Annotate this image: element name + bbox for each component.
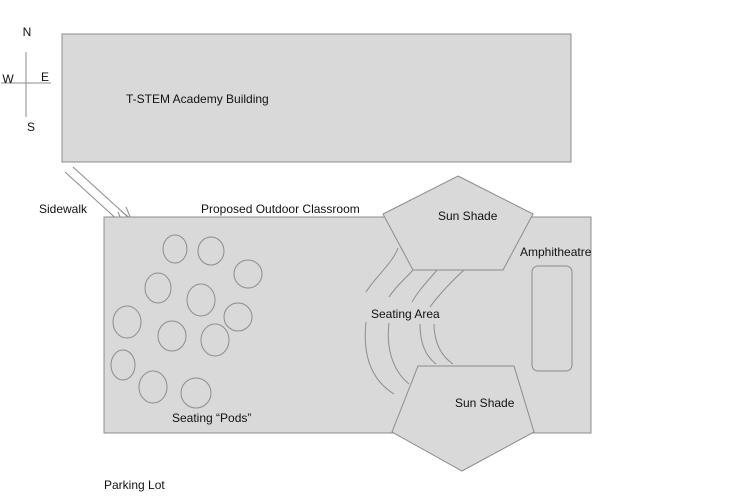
outdoor-classroom-label: Proposed Outdoor Classroom xyxy=(201,202,360,216)
sidewalk-line-b xyxy=(72,166,130,219)
seating-pod xyxy=(144,272,172,304)
seating-pod xyxy=(110,349,136,381)
seating-arc xyxy=(429,268,466,308)
seating-pod xyxy=(200,323,230,357)
seating-area-label: Seating Area xyxy=(371,307,440,321)
seating-pods-label: Seating “Pods” xyxy=(172,411,251,425)
building-label: T-STEM Academy Building xyxy=(126,92,269,106)
amphitheatre-stage xyxy=(531,265,573,372)
amphitheatre-label: Amphitheatre xyxy=(520,245,592,259)
seating-arc xyxy=(388,268,415,298)
sidewalk-label: Sidewalk xyxy=(39,202,88,216)
seating-pod xyxy=(157,320,187,352)
compass: N S W E xyxy=(1,25,51,134)
sun-shade-top-label: Sun Shade xyxy=(438,209,498,223)
seating-arc xyxy=(419,323,437,365)
seating-pod xyxy=(162,234,188,264)
compass-east-label: E xyxy=(41,70,49,84)
seating-pod xyxy=(197,236,225,266)
sun-shade-bottom-label: Sun Shade xyxy=(455,396,515,410)
sun-shade-top xyxy=(382,175,534,271)
seating-arc xyxy=(433,323,454,365)
compass-south-label: S xyxy=(27,120,35,134)
seating-pods xyxy=(110,234,263,409)
seating-arc xyxy=(411,269,438,303)
compass-west-label: W xyxy=(2,72,14,86)
seating-pod xyxy=(180,377,212,409)
seating-area-arcs xyxy=(364,247,466,395)
seating-pod xyxy=(112,305,142,339)
sun-shade-bottom xyxy=(391,365,535,472)
compass-north-label: N xyxy=(23,25,32,39)
seating-pod xyxy=(233,259,263,289)
sidewalk-line-a xyxy=(64,171,122,224)
seating-pod xyxy=(186,283,216,317)
seating-pod xyxy=(223,302,253,332)
seating-arc xyxy=(387,322,410,385)
seating-arc xyxy=(364,321,395,395)
seating-pod xyxy=(138,370,168,404)
seating-arc xyxy=(365,247,399,293)
building xyxy=(61,33,572,163)
parking-lot-label: Parking Lot xyxy=(104,478,165,492)
